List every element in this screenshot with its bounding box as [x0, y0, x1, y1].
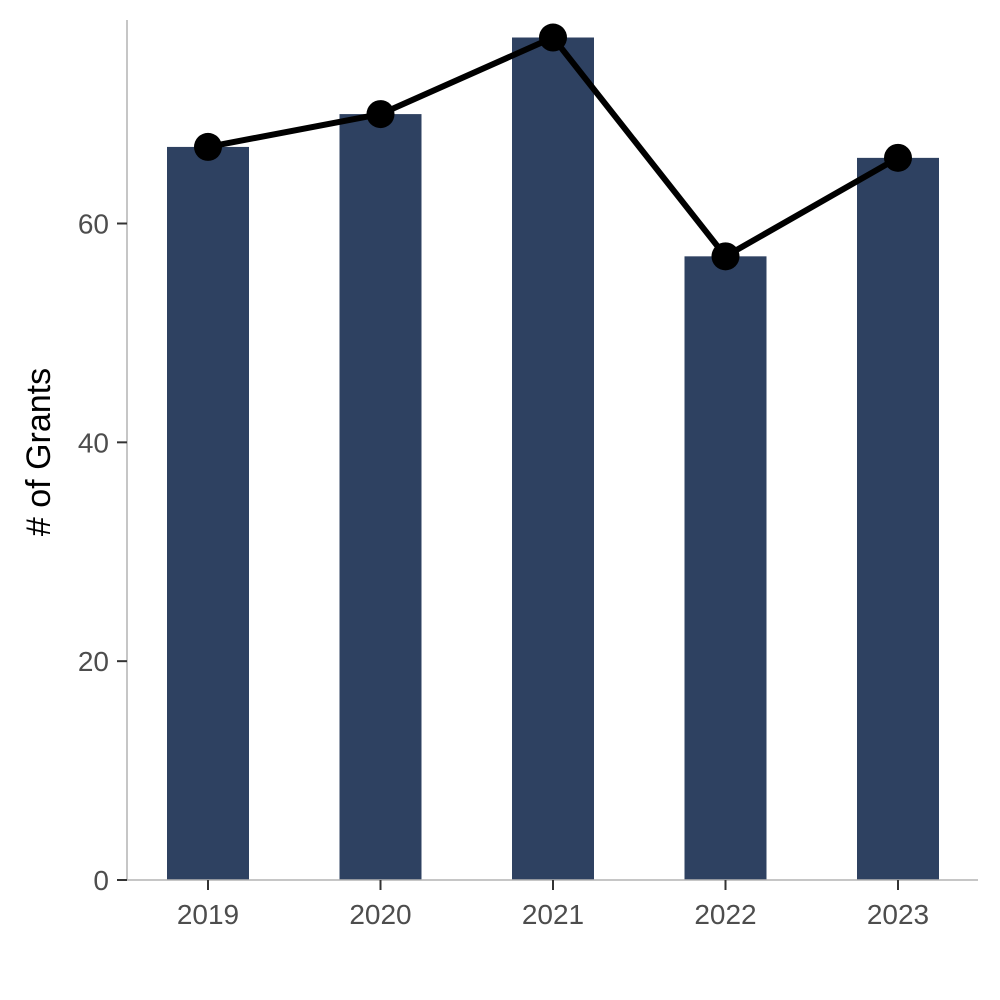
point-2021 — [539, 23, 567, 52]
bar-2021 — [512, 37, 594, 881]
y-axis-title: # of Grants — [20, 368, 58, 536]
x-tick-label: 2020 — [349, 899, 411, 930]
bar-2023 — [857, 157, 939, 880]
x-tick-label: 2021 — [522, 899, 584, 930]
bar-2019 — [167, 146, 249, 880]
y-tick-label: 0 — [93, 865, 109, 896]
bar-2020 — [339, 114, 422, 881]
y-tick-label: 60 — [78, 209, 109, 240]
axes: 0 20 40 60 2019 2020 2021 2022 2023 — [78, 20, 978, 930]
point-2020 — [366, 100, 395, 129]
x-tick-label: 2023 — [867, 899, 929, 930]
point-2019 — [194, 132, 222, 161]
x-tick-label: 2022 — [694, 899, 756, 930]
bar-2022 — [684, 256, 767, 880]
y-tick-label: 40 — [78, 427, 109, 458]
point-2023 — [884, 143, 912, 172]
x-tick-label: 2019 — [177, 899, 239, 930]
point-2022 — [711, 242, 740, 271]
y-tick-label: 20 — [78, 646, 109, 677]
line-layer — [194, 23, 912, 271]
bars-layer — [167, 37, 939, 881]
